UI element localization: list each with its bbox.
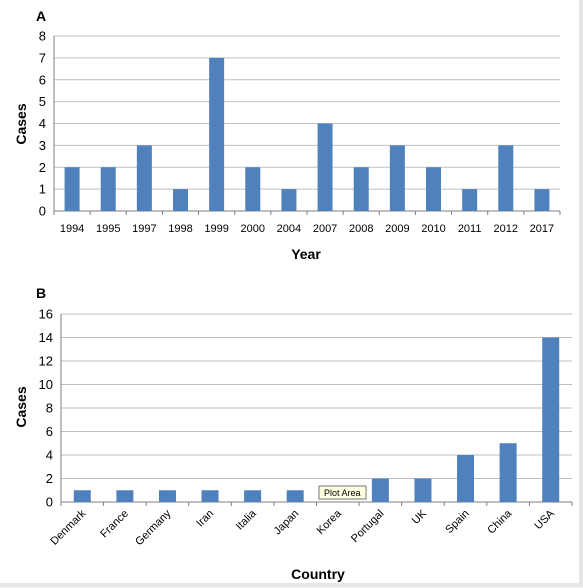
- panel-label-b: B: [36, 285, 46, 301]
- gridlines-b: [60, 313, 573, 506]
- gridlines-a: [53, 35, 561, 215]
- x-category-label: 1995: [96, 223, 120, 235]
- bar: [201, 490, 219, 502]
- x-category-labels-a: 1994 1995 1997 1998 1999 2000 2004 2007 2008 2009…: [60, 223, 554, 235]
- x-category-label: 2011: [458, 223, 482, 235]
- bar: [371, 478, 389, 502]
- x-category-label: 2012: [494, 223, 518, 235]
- y-axis-title-b: Cases: [13, 386, 29, 427]
- x-category-label: Denmark: [48, 507, 88, 547]
- bar: [353, 167, 369, 211]
- bar: [389, 145, 405, 211]
- y-tick-label: 10: [39, 377, 53, 392]
- y-tick-label: 12: [39, 354, 53, 369]
- y-tick-label: 0: [39, 204, 46, 219]
- x-category-label: China: [485, 507, 514, 536]
- y-tick-label: 4: [46, 448, 53, 463]
- bar: [498, 145, 514, 211]
- y-tick-label: 14: [39, 330, 53, 345]
- x-axis-title-a: Year: [291, 246, 321, 262]
- bar: [462, 189, 478, 211]
- x-category-label: USA: [532, 507, 557, 532]
- bars-a: [64, 57, 550, 211]
- y-tick-label: 7: [39, 50, 46, 65]
- y-tick-label: 5: [39, 94, 46, 109]
- chart-a: A 0 1 2 3 4 5 6 7 8 1994 1995 1997 1998 1999 2000 2004…: [13, 8, 561, 262]
- x-category-label: 2000: [241, 223, 265, 235]
- bar: [209, 57, 225, 211]
- bar: [317, 123, 333, 211]
- bar: [158, 490, 176, 502]
- x-category-label: 2017: [530, 223, 554, 235]
- bar: [414, 478, 432, 502]
- bar: [136, 145, 152, 211]
- bar: [173, 189, 188, 211]
- y-tick-label: 16: [39, 307, 53, 322]
- x-category-label: Portugal: [349, 508, 386, 545]
- y-tick-label: 6: [39, 72, 46, 87]
- x-category-label: 2010: [421, 223, 445, 235]
- y-tick-label: 4: [39, 116, 46, 131]
- bar: [457, 455, 475, 502]
- y-tick-label: 2: [39, 160, 46, 175]
- bar: [116, 490, 134, 502]
- y-tick-label: 2: [46, 471, 53, 486]
- bar: [73, 490, 91, 502]
- y-tick-label: 0: [46, 495, 53, 510]
- tooltip-text: Plot Area: [324, 488, 361, 498]
- x-category-label: 2008: [349, 223, 373, 235]
- tooltip-box: [318, 485, 367, 500]
- bar: [286, 490, 304, 502]
- y-axis-title-a: Cases: [13, 103, 29, 144]
- chart-b: B 0 2 4 6 8 10 12 14 16 Denmark France Germany Iran…: [13, 285, 573, 582]
- bar: [281, 189, 297, 211]
- x-category-labels-b: Denmark France Germany Iran Italia Japan Korea…: [48, 507, 557, 548]
- bar: [245, 167, 261, 211]
- x-category-label: 1997: [132, 223, 156, 235]
- x-category-label: 2007: [313, 223, 337, 235]
- y-tick-label: 8: [39, 29, 46, 44]
- bars-b: [73, 337, 560, 502]
- y-tick-label: 6: [46, 424, 53, 439]
- x-category-label: Japan: [272, 508, 302, 538]
- bar: [426, 167, 441, 211]
- x-category-label: 2009: [385, 223, 409, 235]
- x-axis-title-b: Country: [291, 566, 345, 582]
- bar: [64, 167, 80, 211]
- x-category-label: Germany: [133, 507, 174, 548]
- x-category-label: Korea: [315, 507, 345, 537]
- panel-label-a: A: [36, 8, 46, 24]
- y-tick-labels-a: 0 1 2 3 4 5 6 7 8: [39, 29, 46, 219]
- plot-area-tooltip: Plot Area: [318, 485, 367, 500]
- bar: [542, 337, 560, 502]
- x-category-label: 2004: [277, 223, 301, 235]
- x-category-label: UK: [410, 507, 430, 527]
- x-category-label: Italia: [234, 507, 260, 533]
- y-tick-label: 3: [39, 138, 46, 153]
- x-category-label: France: [98, 508, 131, 541]
- y-tick-labels-b: 0 2 4 6 8 10 12 14 16: [39, 307, 53, 510]
- bar: [100, 167, 116, 211]
- y-tick-label: 1: [39, 182, 46, 197]
- x-category-label: Spain: [443, 508, 471, 536]
- bar: [499, 443, 517, 502]
- bar: [534, 189, 550, 211]
- x-category-label: Iran: [194, 508, 216, 530]
- x-category-label: 1994: [60, 223, 84, 235]
- x-category-label: 1999: [204, 223, 228, 235]
- x-category-label: 1998: [168, 223, 192, 235]
- bar: [244, 490, 262, 502]
- y-tick-label: 8: [46, 401, 53, 416]
